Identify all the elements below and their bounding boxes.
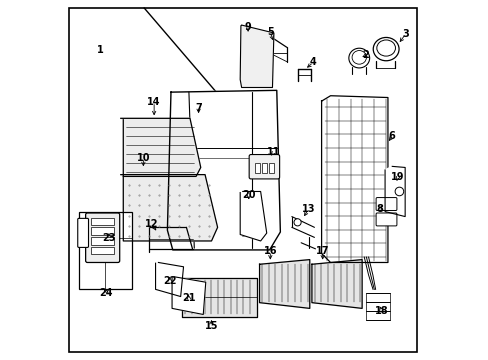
FancyBboxPatch shape xyxy=(78,219,88,247)
Text: 18: 18 xyxy=(374,306,387,316)
Text: 14: 14 xyxy=(147,97,161,107)
Bar xyxy=(91,237,114,244)
Text: 23: 23 xyxy=(102,233,116,243)
Bar xyxy=(79,212,132,289)
Circle shape xyxy=(293,219,301,226)
Polygon shape xyxy=(182,278,257,317)
Text: 5: 5 xyxy=(266,27,273,37)
Polygon shape xyxy=(321,96,387,262)
Polygon shape xyxy=(167,90,280,250)
FancyBboxPatch shape xyxy=(249,154,279,179)
Polygon shape xyxy=(172,277,205,315)
Text: 3: 3 xyxy=(402,29,408,39)
Bar xyxy=(255,163,260,173)
Text: 6: 6 xyxy=(388,131,395,141)
Text: 4: 4 xyxy=(309,57,316,67)
Bar xyxy=(91,218,114,225)
Ellipse shape xyxy=(351,50,366,64)
Text: 13: 13 xyxy=(301,204,314,215)
Text: 10: 10 xyxy=(136,153,150,163)
Text: 24: 24 xyxy=(100,288,113,298)
Text: 2: 2 xyxy=(362,50,368,60)
FancyBboxPatch shape xyxy=(375,198,396,211)
Text: 8: 8 xyxy=(376,204,383,214)
Text: 15: 15 xyxy=(204,321,218,331)
Polygon shape xyxy=(240,192,266,241)
Text: 12: 12 xyxy=(145,219,159,229)
Text: 1: 1 xyxy=(97,45,103,55)
Circle shape xyxy=(394,187,403,196)
Polygon shape xyxy=(311,260,362,309)
FancyBboxPatch shape xyxy=(375,213,396,226)
Ellipse shape xyxy=(376,40,395,56)
Polygon shape xyxy=(121,175,217,241)
Text: 9: 9 xyxy=(244,22,251,32)
FancyBboxPatch shape xyxy=(85,213,120,262)
Text: 16: 16 xyxy=(263,246,277,256)
Bar xyxy=(268,163,273,173)
Bar xyxy=(91,227,114,234)
Polygon shape xyxy=(155,262,183,297)
Polygon shape xyxy=(259,260,309,309)
Ellipse shape xyxy=(348,48,369,68)
Polygon shape xyxy=(121,118,201,176)
Text: 17: 17 xyxy=(315,246,329,256)
Bar xyxy=(91,247,114,254)
Text: 11: 11 xyxy=(266,147,280,157)
Bar xyxy=(262,163,266,173)
Ellipse shape xyxy=(372,37,398,61)
Text: 22: 22 xyxy=(163,276,176,286)
Text: 20: 20 xyxy=(242,190,255,200)
Polygon shape xyxy=(384,166,405,217)
Text: 7: 7 xyxy=(195,103,202,113)
Text: 21: 21 xyxy=(182,293,195,303)
Text: 19: 19 xyxy=(390,172,404,182)
Polygon shape xyxy=(240,25,273,87)
